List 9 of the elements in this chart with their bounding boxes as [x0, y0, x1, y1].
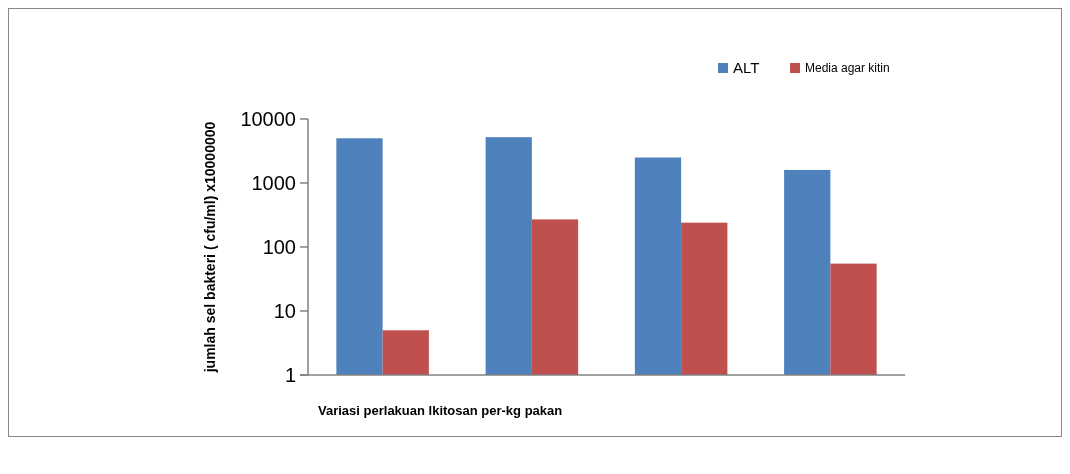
y-tick-label: 1 — [284, 364, 296, 386]
y-tick-label: 1000 — [251, 172, 296, 194]
y-tick-label: 10000 — [240, 108, 296, 130]
legend-label: Media agar kitin — [805, 61, 890, 76]
y-axis-title: jumlah sel bakteri ( cfu/ml) x10000000 — [202, 121, 218, 374]
y-tick-label: 100 — [262, 236, 296, 258]
x-axis-title: Variasi perlakuan lkitosan per-kg pakan — [318, 403, 563, 418]
legend-label: ALT — [733, 59, 760, 77]
y-tick-label: 10 — [273, 300, 296, 322]
